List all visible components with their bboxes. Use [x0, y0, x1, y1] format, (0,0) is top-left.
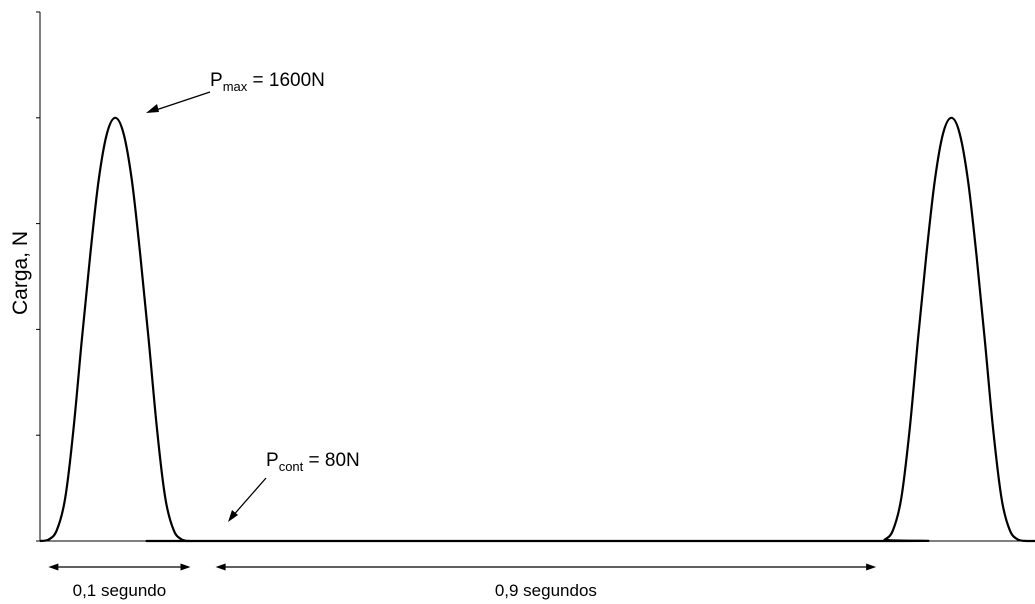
pcont-base: P [266, 450, 279, 471]
y-axis-title: Carga, N [9, 231, 32, 315]
pmax-base: P [210, 70, 223, 91]
pmax-arrow [149, 91, 211, 113]
pcont-sub: cont [279, 459, 304, 474]
pmax-rest: = 1600N [247, 70, 325, 91]
interval-dimensions: 0,1 segundo 0,9 segundos [48, 563, 877, 600]
interval-1: 0,1 segundo [48, 563, 191, 600]
interval-label: 0,9 segundos [495, 581, 597, 600]
interval-arrowhead [48, 563, 59, 571]
interval-arrowhead [215, 563, 226, 571]
annotation-pmax: Pmax = 1600N [146, 70, 325, 113]
interval-arrowhead [866, 563, 877, 571]
pcont-arrowhead [228, 510, 238, 522]
pcont-arrow [230, 477, 267, 519]
annotation-pcont: Pcont = 80N [228, 450, 360, 522]
pmax-label: Pmax = 1600N [210, 70, 325, 94]
pmax-sub: max [223, 79, 248, 94]
load-curve [39, 116, 1035, 543]
pmax-arrowhead [146, 104, 159, 113]
interval-arrowhead [180, 563, 191, 571]
y-ticks [36, 11, 40, 542]
interval-label: 0,1 segundo [73, 581, 167, 600]
axes [36, 11, 1035, 542]
interval-2: 0,9 segundos [215, 563, 877, 600]
pcont-rest: = 80N [303, 450, 360, 471]
pcont-label: Pcont = 80N [266, 450, 360, 474]
